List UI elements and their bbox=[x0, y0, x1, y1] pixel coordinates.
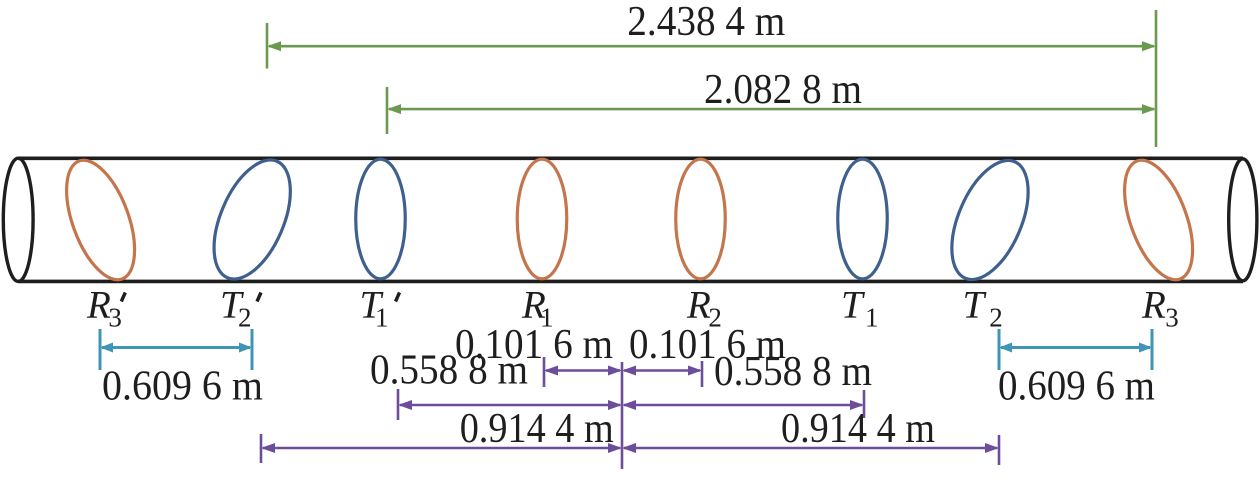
svg-text:2: 2 bbox=[238, 303, 252, 333]
svg-text:2.082 8 m: 2.082 8 m bbox=[704, 67, 862, 113]
svg-text:0.101 6 m: 0.101 6 m bbox=[455, 322, 613, 368]
svg-text:1: 1 bbox=[865, 303, 879, 333]
svg-text:R: R bbox=[86, 284, 111, 327]
svg-text:0.558 8 m: 0.558 8 m bbox=[370, 348, 528, 394]
svg-text:0.558 8 m: 0.558 8 m bbox=[714, 349, 872, 395]
svg-text:T: T bbox=[963, 284, 987, 327]
svg-text:T: T bbox=[841, 284, 865, 327]
svg-text:2.438 4 m: 2.438 4 m bbox=[627, 0, 785, 45]
svg-text:3: 3 bbox=[1165, 303, 1179, 333]
svg-text:1: 1 bbox=[375, 303, 389, 333]
svg-text:2: 2 bbox=[708, 303, 722, 333]
svg-text:1: 1 bbox=[540, 303, 554, 333]
svg-text:0.609 6 m: 0.609 6 m bbox=[998, 364, 1155, 410]
svg-text:0.914 4 m: 0.914 4 m bbox=[460, 406, 614, 452]
svg-text:T: T bbox=[360, 284, 384, 327]
svg-text:3: 3 bbox=[108, 303, 122, 333]
svg-text:R: R bbox=[521, 284, 546, 327]
svg-text:2: 2 bbox=[989, 303, 1003, 333]
svg-text:T: T bbox=[220, 284, 244, 327]
svg-text:R: R bbox=[1141, 284, 1166, 327]
svg-text:0.101 6 m: 0.101 6 m bbox=[629, 322, 786, 368]
svg-text:R: R bbox=[686, 284, 711, 327]
svg-text:0.609 6 m: 0.609 6 m bbox=[102, 364, 263, 410]
svg-text:0.914 4 m: 0.914 4 m bbox=[781, 406, 935, 452]
